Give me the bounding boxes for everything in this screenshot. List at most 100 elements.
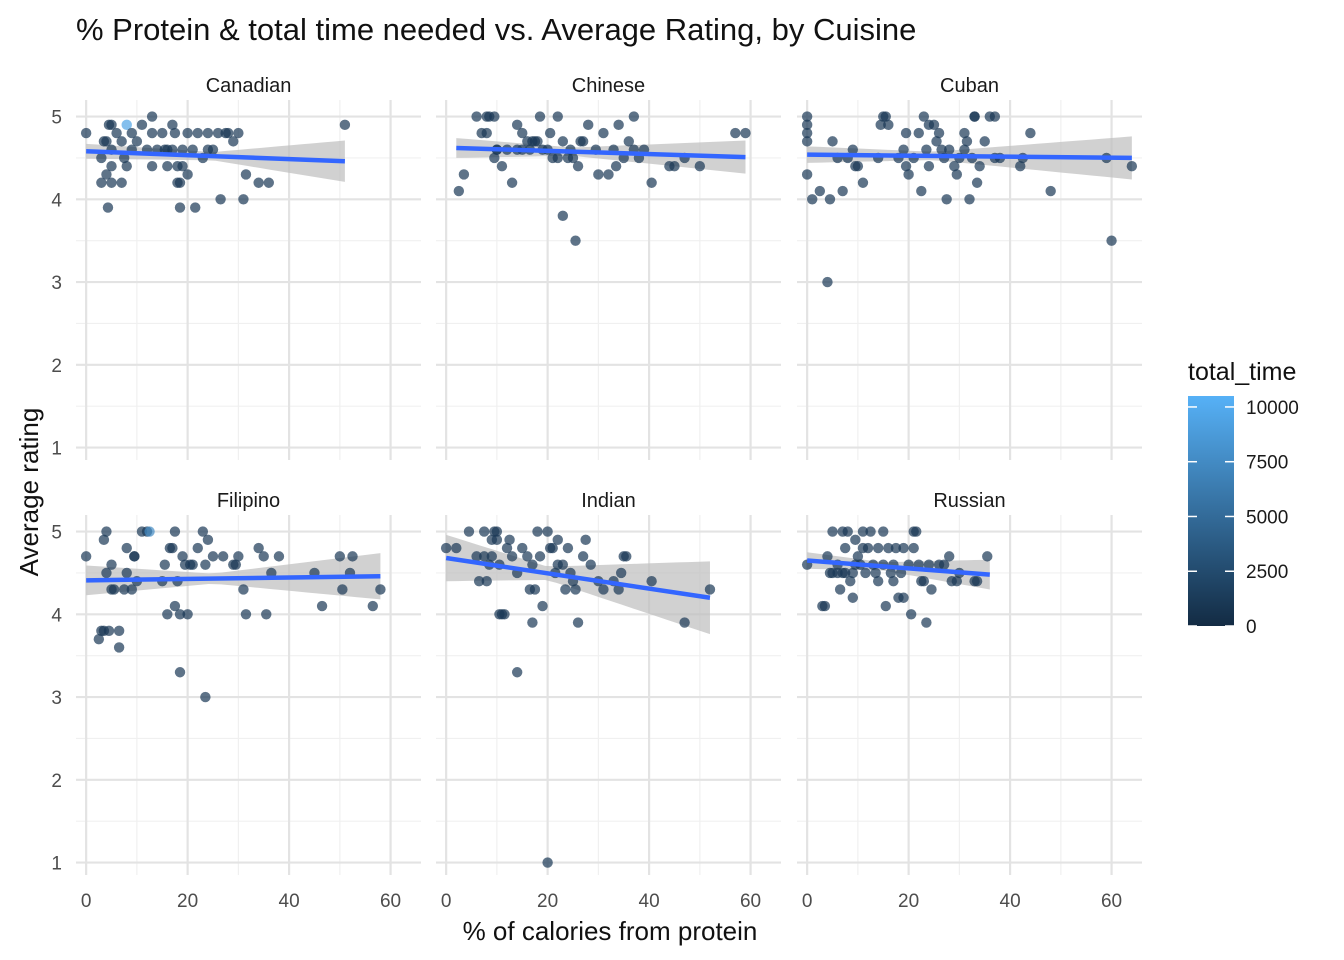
x-tick-label: 40 (639, 891, 660, 912)
x-tick-label: 0 (441, 891, 452, 912)
data-point (200, 691, 211, 703)
data-point (872, 542, 884, 554)
x-tick-label: 0 (802, 891, 813, 912)
data-point (108, 584, 120, 595)
data-point (337, 584, 348, 595)
data-point (951, 576, 963, 587)
data-point (501, 542, 513, 554)
data-point (895, 567, 907, 579)
data-point (916, 185, 927, 197)
data-point (101, 567, 112, 579)
data-point (96, 152, 107, 164)
y-tick-label: 1 (51, 854, 62, 875)
data-point (585, 559, 596, 570)
data-point (870, 567, 881, 579)
data-point (560, 584, 571, 595)
legend-tick-label: 10000 (1246, 398, 1299, 419)
data-point (131, 136, 143, 147)
data-point (263, 177, 274, 188)
data-point (905, 609, 917, 620)
data-point (880, 111, 891, 122)
data-point (177, 144, 188, 155)
data-point (928, 119, 940, 131)
legend-ticks: 0 2500 5000 7500 10000 (1188, 398, 1299, 638)
data-point (101, 169, 112, 180)
data-point (974, 161, 985, 172)
data-point (169, 127, 181, 139)
x-tick-label: 60 (1101, 891, 1122, 912)
data-point (471, 111, 482, 122)
facet-panel-canadian: Canadian 1 2 3 4 5 (51, 75, 421, 460)
data-point (121, 542, 132, 554)
data-point (570, 235, 581, 246)
data-point (146, 161, 158, 172)
data-point (847, 567, 859, 579)
x-tick-label: 60 (740, 891, 761, 912)
data-point (113, 625, 125, 637)
data-point (547, 542, 558, 554)
data-point (146, 127, 158, 139)
data-point (847, 592, 859, 603)
data-point (613, 584, 624, 595)
data-point (463, 526, 475, 537)
data-point (704, 584, 716, 595)
trend-line (806, 558, 990, 577)
data-point (121, 119, 132, 131)
data-point (1025, 127, 1036, 139)
data-point (451, 542, 462, 554)
data-point (174, 667, 186, 678)
data-point (883, 119, 894, 131)
data-point (542, 526, 553, 537)
data-point (182, 609, 193, 620)
data-point (819, 600, 831, 612)
x-tick-label: 40 (1000, 891, 1021, 912)
trend-line (86, 573, 381, 583)
data-point (898, 592, 909, 603)
data-point (238, 584, 249, 595)
data-point (926, 584, 937, 595)
y-tick-label: 2 (51, 356, 62, 377)
data-point (834, 584, 846, 595)
data-point (230, 559, 242, 570)
legend-tick-label: 5000 (1246, 507, 1288, 528)
data-point (837, 185, 848, 197)
data-point (126, 127, 138, 139)
legend-tick-label: 0 (1246, 617, 1257, 638)
data-point (527, 559, 538, 570)
data-point (577, 136, 589, 147)
data-point (913, 127, 924, 139)
data-point (801, 169, 813, 180)
data-point (207, 551, 219, 562)
data-point (890, 542, 902, 554)
data-point (880, 600, 891, 612)
data-point (730, 127, 741, 139)
data-point (557, 210, 569, 222)
data-point (944, 551, 955, 562)
data-point (106, 559, 117, 570)
data-point (883, 542, 894, 554)
x-axis-label: % of calories from protein (463, 916, 758, 946)
data-point (489, 152, 500, 164)
data-point (106, 177, 117, 188)
data-point (669, 161, 680, 172)
y-tick-label: 5 (51, 108, 62, 129)
data-point (801, 127, 813, 139)
data-point (118, 584, 130, 595)
data-point (121, 567, 132, 579)
data-point (511, 119, 523, 131)
data-point (936, 144, 947, 155)
data-point (959, 127, 970, 139)
data-point (801, 136, 813, 147)
data-point (489, 111, 500, 122)
y-tick-label: 4 (51, 190, 62, 211)
facet-panels: Canadian 1 2 3 4 5 Chinese Cuban Filipino 1 2 3 4 5 0 2… (51, 75, 1142, 912)
facet-strip-label: Chinese (572, 75, 645, 97)
data-point (136, 119, 148, 131)
data-point (931, 136, 942, 147)
legend-colorbar (1188, 396, 1234, 626)
data-point (857, 177, 869, 188)
data-point (453, 185, 465, 197)
data-point (872, 576, 884, 587)
data-point (240, 609, 252, 620)
data-point (169, 600, 181, 612)
